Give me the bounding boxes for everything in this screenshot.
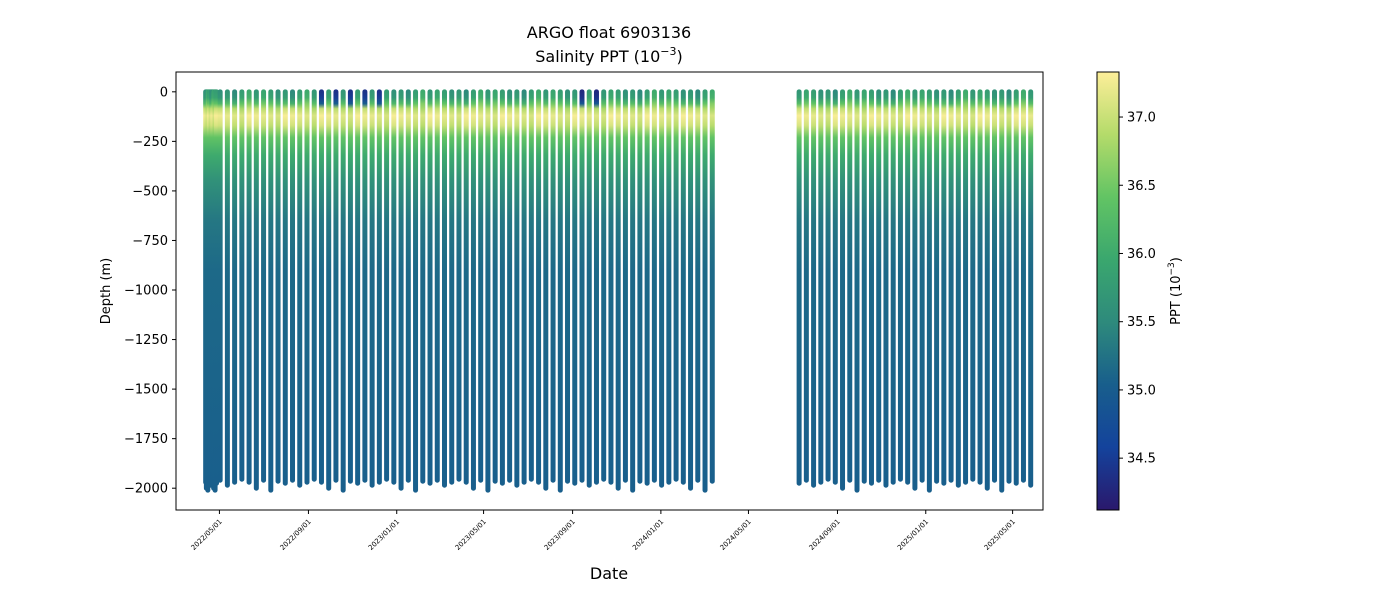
x-tick-label: 2025/01/01 [896,518,930,552]
chart-subtitle-base: Salinity PPT (10 [535,47,660,66]
x-tick-label: 2023/05/01 [454,518,488,552]
colorbar-tick-label: 36.0 [1127,247,1156,262]
y-tick-label: −1750 [124,432,168,447]
colorbar-tick-label: 36.5 [1127,179,1156,194]
axes-frame [175,71,1044,511]
y-tick-label: −500 [132,184,168,199]
y-tick-label: −2000 [124,482,168,497]
x-tick-label: 2023/09/01 [543,518,577,552]
x-tick-label: 2025/05/01 [983,518,1017,552]
y-axis-label: Depth (m) [99,258,114,325]
colorbar-tick-label: 34.5 [1127,452,1156,467]
y-tick-label: −250 [132,135,168,150]
y-axis: 0 −250 −500 −750 −1000 −1250 −1500 −1750 −2000 [124,85,176,497]
x-axis: 2022/05/01 2022/09/01 2023/01/01 2023/05/01… [190,510,1017,552]
chart-title: ARGO float 6903136 [527,23,691,42]
colorbar-label-exponent: −3 [1167,262,1177,275]
plot-area [203,89,1034,493]
colorbar-tick-label: 37.0 [1127,111,1156,126]
x-tick-label: 2024/09/01 [808,518,842,552]
y-tick-label: −1250 [124,333,168,348]
y-tick-label: −1500 [124,383,168,398]
x-axis-label: Date [590,564,628,583]
chart-subtitle-exponent: −3 [660,45,676,58]
colorbar-axis: 34.5 35.0 35.5 36.0 36.5 37.0 [1119,111,1156,467]
colorbar-label-close: ) [1169,257,1184,262]
y-tick-label: −750 [132,234,168,249]
colorbar-tick-label: 35.5 [1127,315,1156,330]
colorbar-tick-label: 35.0 [1127,383,1156,398]
y-tick-label: 0 [160,85,168,100]
colorbar-label: PPT (10−3) [1167,257,1184,325]
x-tick-label: 2023/01/01 [367,518,401,552]
chart-subtitle: Salinity PPT (10−3) [535,45,683,66]
x-tick-label: 2022/09/01 [279,518,313,552]
chart-subtitle-close: ) [677,47,683,66]
x-tick-label: 2024/05/01 [719,518,753,552]
colorbar-label-base: PPT (10 [1169,275,1184,324]
colorbar [1096,71,1120,511]
y-tick-label: −1000 [124,284,168,299]
x-tick-label: 2024/01/01 [631,518,665,552]
x-tick-label: 2022/05/01 [190,518,224,552]
